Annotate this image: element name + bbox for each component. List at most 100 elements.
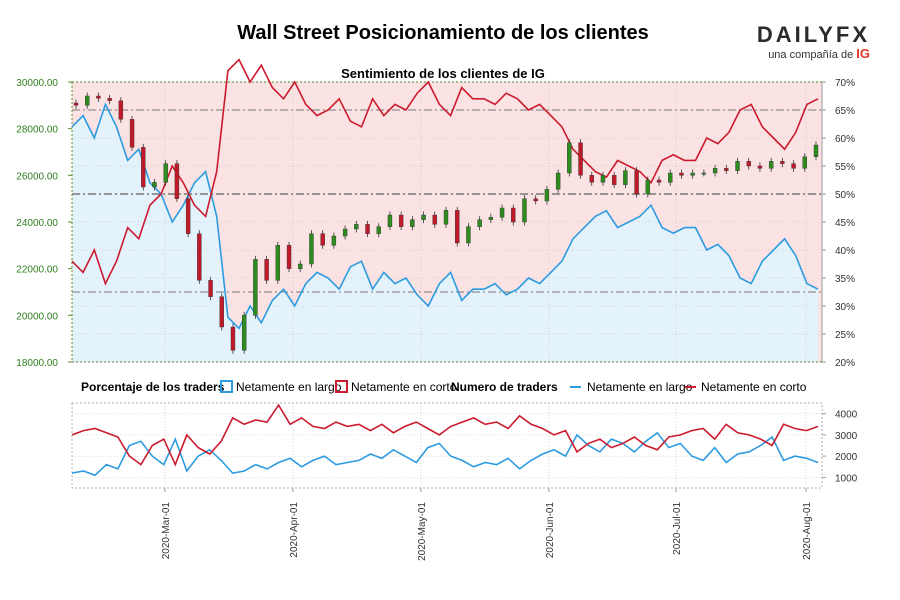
candle-body (253, 259, 258, 316)
candle-body (342, 228, 348, 237)
candle-body (432, 214, 437, 225)
candle-body (197, 233, 202, 281)
x-axis: 2020-Mar-01 2020-Apr-01 2020-May-01 2020-Ju… (161, 488, 813, 561)
candle-body (230, 326, 236, 351)
candle-body (118, 100, 124, 120)
x-tick-label: 2020-Apr-01 (289, 502, 300, 558)
lower-y-tick-label: 2000 (835, 452, 858, 463)
y-right-tick-label: 60% (835, 134, 855, 145)
candle-body (286, 245, 292, 269)
candle-body (746, 161, 751, 167)
y-left-tick-label: 26000.00 (16, 171, 58, 182)
y-left-tick-label: 18000.00 (16, 358, 58, 369)
candle-body (466, 226, 471, 244)
candle-body (73, 102, 79, 106)
legend-count-title: Numero de traders (451, 380, 558, 394)
upper-panel-axes: 30000.00 28000.00 26000.00 24000.00 22000.00… (16, 78, 855, 369)
candle-body (398, 214, 404, 227)
y-right-tick-label: 70% (835, 78, 855, 89)
candle-body (768, 161, 774, 169)
x-tick-label: 2020-Aug-01 (802, 502, 813, 560)
y-right-tick-label: 40% (835, 246, 855, 257)
y-right-tick-label: 55% (835, 162, 855, 173)
candle-body (421, 214, 426, 220)
candle-body (107, 98, 112, 101)
lower-y-tick-label: 3000 (835, 431, 858, 442)
candle-body (309, 233, 314, 265)
candle-body (813, 144, 819, 157)
lower-y-tick-label: 1000 (835, 473, 858, 484)
y-left-tick-label: 30000.00 (16, 78, 58, 89)
candle-body (443, 210, 449, 225)
legend-pct-long-swatch (220, 380, 233, 393)
candle-body (163, 163, 168, 183)
candle-body (85, 95, 90, 106)
candle-body (455, 210, 460, 244)
candle-body (208, 280, 213, 297)
candle-body (567, 142, 572, 174)
candle-body (712, 168, 718, 174)
logo-wordmark: DAILYFX (756, 22, 870, 47)
lower-panel-grid (72, 413, 822, 478)
candle-body (555, 172, 561, 190)
candle-body (668, 172, 673, 183)
logo-subtitle: una compañía de IG (700, 46, 870, 61)
candle-body (96, 95, 101, 99)
candle-body (331, 235, 337, 246)
candle-body (611, 175, 617, 185)
candle-body (679, 172, 684, 176)
x-tick-label: 2020-Jul-01 (672, 502, 683, 555)
candle-body (141, 147, 146, 188)
y-left-tick-label: 20000.00 (16, 311, 58, 322)
candle-body (511, 207, 516, 223)
candle-body (522, 198, 527, 223)
legend-pct-title: Porcentaje de los traders (81, 380, 225, 394)
lower-y-tick-label: 4000 (835, 410, 858, 421)
candle-body (185, 198, 191, 234)
candle-body (488, 217, 494, 220)
x-tick-label: 2020-Mar-01 (161, 502, 172, 560)
candle-body (365, 224, 370, 234)
lower-frame (71, 402, 823, 489)
x-tick-label: 2020-May-01 (417, 502, 428, 561)
candle-body (600, 175, 606, 183)
chart-title: Wall Street Posicionamiento de los clien… (237, 22, 649, 44)
legend: Porcentaje de los traders Netamente en l… (81, 380, 807, 394)
candle-body (656, 179, 662, 183)
short-pct-line (71, 58, 819, 286)
candle-body (298, 263, 303, 269)
short-count-line (71, 403, 819, 467)
candle-body (533, 198, 538, 202)
candle-body (219, 296, 224, 328)
candle-body (477, 219, 482, 227)
candle-body (275, 245, 281, 281)
lower-panel-axes: 4000 3000 2000 1000 (71, 402, 858, 489)
y-right-tick-label: 30% (835, 302, 855, 313)
dailyfx-logo: DAILYFX una compañía de IG (700, 22, 870, 61)
candle-body (354, 224, 359, 230)
logo-subtitle-text: una compañía de (768, 49, 854, 61)
candle-body (241, 315, 247, 351)
candle-body (410, 219, 415, 227)
candle-body (802, 156, 807, 169)
candle-body (129, 119, 135, 148)
ig-logo: IG (856, 46, 870, 61)
upper-panel-grid (72, 81, 822, 488)
candle-body (623, 170, 628, 185)
candle-body (634, 170, 639, 195)
candle-body (152, 182, 157, 188)
y-right-tick-label: 25% (835, 330, 855, 341)
candle-body (757, 165, 763, 169)
long-pct-line (71, 102, 819, 330)
candle-body (174, 163, 180, 199)
candle-body (264, 259, 269, 281)
y-right-tick-label: 20% (835, 358, 855, 369)
candle-body (387, 214, 393, 227)
candle-body (724, 168, 729, 171)
candle-body (735, 161, 740, 171)
y-right-tick-label: 35% (835, 274, 855, 285)
legend-pct-long: Netamente en largo (236, 380, 342, 394)
legend-count-short: Netamente en corto (701, 380, 807, 394)
candle-body (320, 233, 325, 246)
x-tick-label: 2020-Jun-01 (545, 502, 556, 559)
